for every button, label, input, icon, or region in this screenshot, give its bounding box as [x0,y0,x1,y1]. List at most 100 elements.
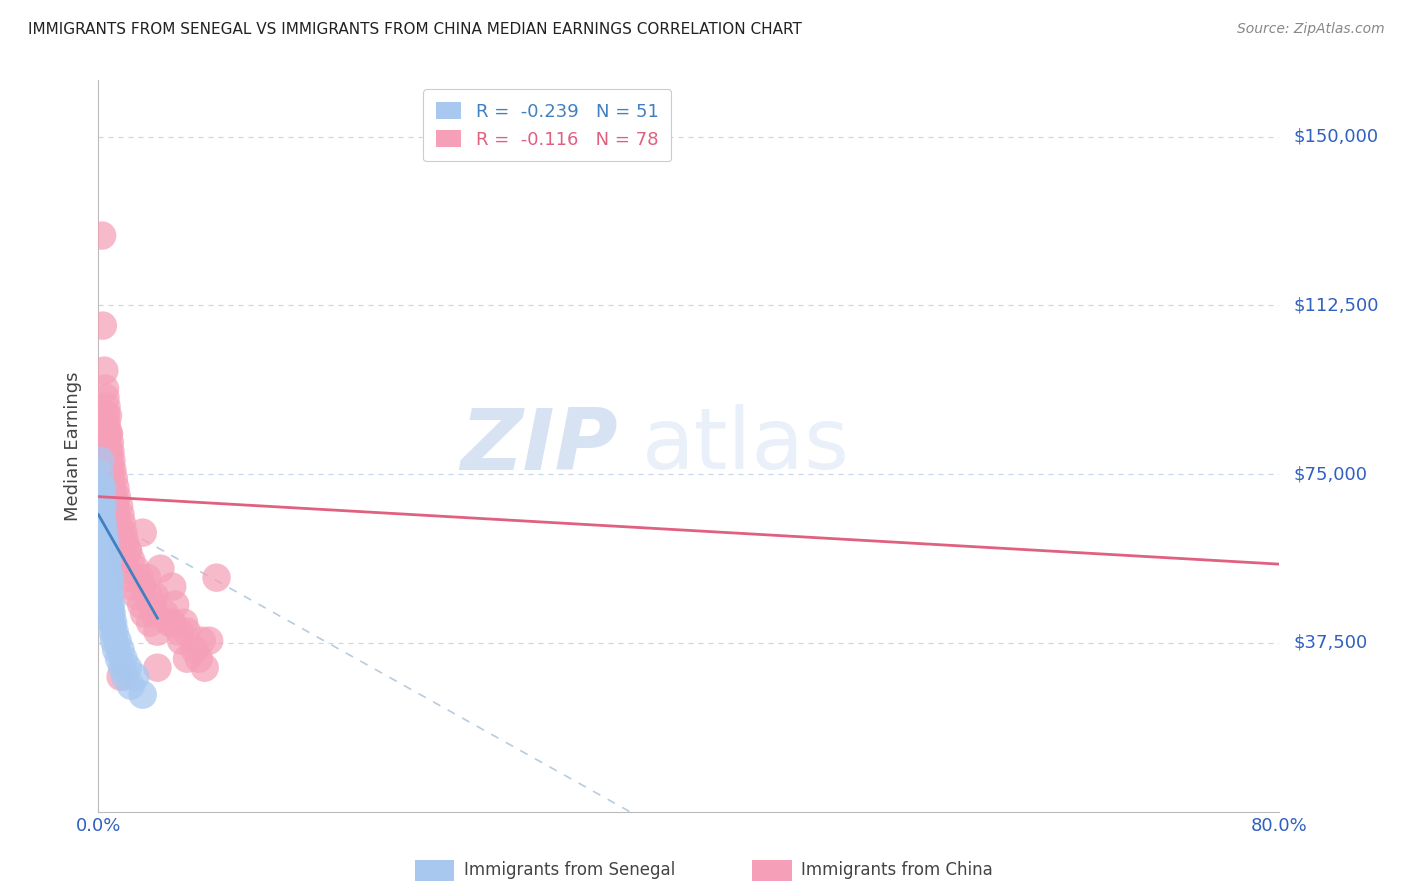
Point [107,516,129,531]
Point [141,598,163,612]
Point [117,543,139,558]
Point [104,481,127,495]
Point [105,490,128,504]
Point [165,598,187,612]
Text: $150,000: $150,000 [1294,128,1378,145]
Point [143,589,166,603]
Point [100,453,122,467]
Point [120,552,142,566]
Point [153,607,176,621]
Point [91,318,114,333]
Point [100,615,122,630]
Point [105,508,128,522]
Text: $37,500: $37,500 [1294,634,1368,652]
Point [112,525,135,540]
Point [114,562,136,576]
Point [100,481,122,495]
Text: IMMIGRANTS FROM SENEGAL VS IMMIGRANTS FROM CHINA MEDIAN EARNINGS CORRELATION CHA: IMMIGRANTS FROM SENEGAL VS IMMIGRANTS FR… [28,22,801,37]
Point [101,462,124,476]
Point [124,670,146,684]
Point [110,670,132,684]
Text: atlas: atlas [641,404,849,488]
Point [111,661,134,675]
Point [194,661,217,675]
Point [98,462,121,476]
Point [96,426,118,441]
Point [108,651,131,665]
Point [97,435,120,450]
Point [114,670,136,684]
Point [105,642,128,657]
Point [94,391,117,405]
Point [98,598,121,612]
Point [124,562,146,576]
Point [107,633,129,648]
Point [170,633,193,648]
Point [97,552,120,566]
Point [97,566,120,581]
Text: Source: ZipAtlas.com: Source: ZipAtlas.com [1237,22,1385,37]
Point [101,624,124,639]
Point [103,472,125,486]
Point [100,444,122,458]
Point [114,534,136,549]
Point [103,490,125,504]
Point [128,571,150,585]
Point [138,589,160,603]
Point [111,543,134,558]
Point [198,633,221,648]
Point [94,552,117,566]
Point [146,624,169,639]
Point [136,571,159,585]
Point [97,589,120,603]
Point [100,598,122,612]
Point [143,607,166,621]
Point [91,499,114,513]
Point [94,562,117,576]
Point [104,499,127,513]
Point [93,543,115,558]
Point [89,467,111,482]
Point [98,571,121,585]
Point [108,525,131,540]
Point [100,607,122,621]
Point [100,607,122,621]
Point [94,543,117,558]
Point [98,426,121,441]
Point [100,508,122,522]
Point [100,472,122,486]
Point [118,571,141,585]
Point [125,589,148,603]
Point [139,615,162,630]
Point [96,580,118,594]
Point [129,598,152,612]
Point [112,552,135,566]
Point [162,615,183,630]
Text: $75,000: $75,000 [1294,465,1368,483]
Point [176,651,198,665]
Point [146,661,169,675]
Point [176,624,198,639]
Point [103,615,125,630]
Point [91,525,114,540]
Point [97,426,120,441]
Point [89,481,111,495]
Point [93,525,115,540]
Point [132,688,155,702]
Point [117,543,139,558]
Point [187,651,209,665]
Point [90,512,112,526]
Point [91,516,114,531]
Point [169,624,191,639]
Point [97,409,120,423]
Point [93,363,115,377]
Point [90,499,112,513]
Point [93,552,115,566]
Point [98,580,121,594]
Point [91,534,114,549]
Point [96,598,118,612]
Y-axis label: Median Earnings: Median Earnings [65,371,83,521]
Point [94,382,117,396]
Point [112,651,135,665]
Point [183,642,205,657]
